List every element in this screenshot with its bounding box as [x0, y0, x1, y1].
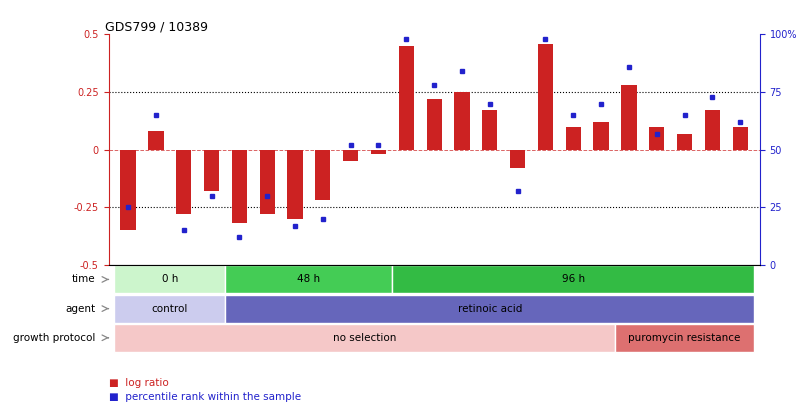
Bar	[176, 150, 191, 214]
Bar	[231, 150, 247, 224]
Text: 96 h: 96 h	[561, 275, 584, 284]
Bar	[370, 150, 385, 154]
Bar	[225, 294, 753, 323]
Bar	[482, 111, 497, 150]
Text: control: control	[152, 304, 188, 313]
Bar	[426, 99, 442, 150]
Bar	[287, 150, 302, 219]
Bar	[343, 150, 358, 161]
Bar	[114, 265, 225, 294]
Text: puromycin resistance: puromycin resistance	[628, 333, 740, 343]
Text: growth protocol: growth protocol	[13, 333, 96, 343]
Bar	[509, 150, 524, 168]
Bar	[398, 46, 414, 150]
Bar	[204, 150, 219, 191]
Bar	[454, 92, 469, 150]
Text: retinoic acid: retinoic acid	[457, 304, 521, 313]
Bar	[648, 127, 663, 150]
Bar	[676, 134, 691, 150]
Text: 0 h: 0 h	[161, 275, 177, 284]
Text: 48 h: 48 h	[297, 275, 320, 284]
Bar	[732, 127, 747, 150]
Bar	[704, 111, 719, 150]
Text: no selection: no selection	[332, 333, 396, 343]
Bar	[259, 150, 275, 214]
Text: GDS799 / 10389: GDS799 / 10389	[105, 20, 208, 33]
Text: ■  log ratio: ■ log ratio	[108, 378, 168, 388]
Bar	[537, 44, 552, 150]
Text: ■  percentile rank within the sample: ■ percentile rank within the sample	[108, 392, 300, 402]
Bar	[114, 294, 225, 323]
Bar	[315, 150, 330, 200]
Bar	[120, 150, 136, 230]
Bar	[148, 131, 163, 150]
Bar	[392, 265, 753, 294]
Bar	[114, 324, 614, 352]
Bar	[621, 85, 636, 150]
Text: agent: agent	[65, 304, 96, 313]
Bar	[225, 265, 392, 294]
Bar	[614, 324, 753, 352]
Bar	[565, 127, 581, 150]
Bar	[593, 122, 608, 150]
Text: time: time	[71, 275, 96, 284]
